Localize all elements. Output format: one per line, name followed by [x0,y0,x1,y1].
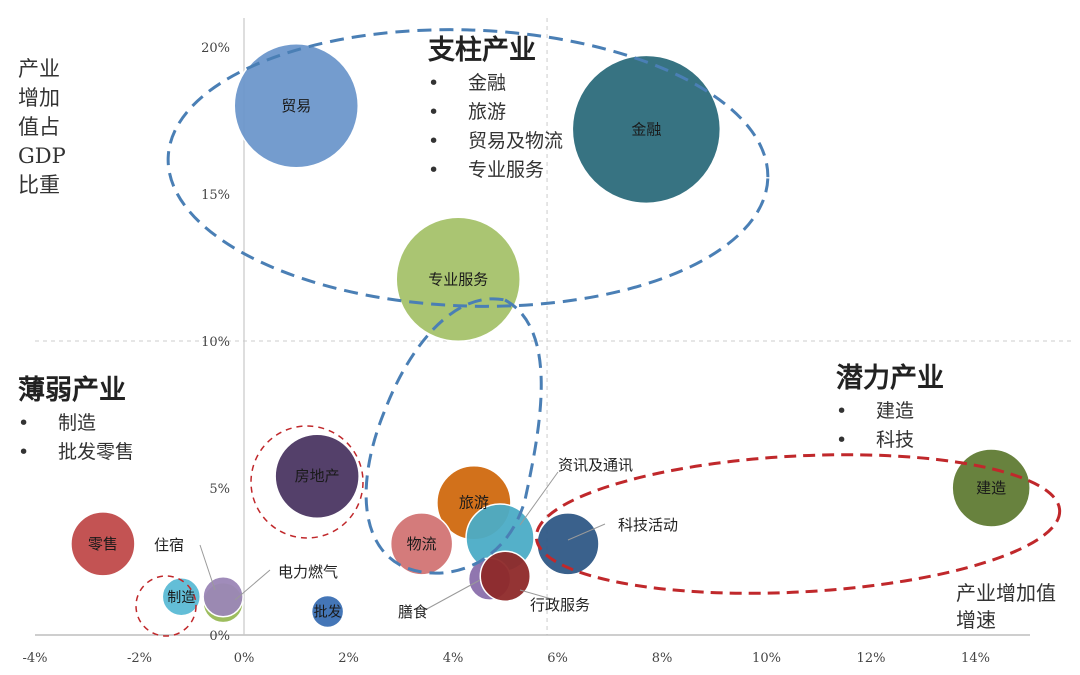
y-axis-title: 产业增加值占GDP比重 [18,57,66,197]
bubble [202,576,244,618]
group-title-potential: 潜力产业 [836,363,944,394]
callout-line [424,579,481,611]
bubble [310,594,345,629]
group-weak-industries: 薄弱产业 制造 批发零售 [18,368,134,467]
bubble [479,550,531,602]
group-item: 贸易及物流 [428,127,563,156]
x-tick-label: 12% [857,651,886,666]
potential-outline [534,453,1062,595]
x-tick-label: 6% [547,651,568,666]
y-tick-label: 15% [201,188,230,203]
y-tick-label: 10% [201,335,230,350]
x-tick-label: 10% [752,651,781,666]
callout-line [519,471,559,526]
callout-lines [199,471,606,611]
bubble-label: 物流 [407,535,437,553]
callout-line [519,589,556,601]
group-item: 科技 [836,426,944,455]
bubble [951,448,1031,528]
real-estate-outline [250,425,364,539]
callout-label: 科技活动 [618,516,678,534]
group-ellipses [135,28,1062,637]
group-item: 制造 [18,409,134,438]
bubble-label: 零售 [88,535,118,553]
bubbles [70,43,1031,629]
x-axis-title: 产业增加值增速 [956,581,1056,632]
group-item: 专业服务 [428,156,563,185]
x-tick-label: 0% [234,651,255,666]
y-tick-label: 20% [201,41,230,56]
bubble-label: 专业服务 [428,270,488,288]
bubble [70,511,136,577]
callout-line [234,569,271,601]
bubble-label: 制造 [167,590,195,606]
x-tick-label: 8% [652,651,673,666]
x-tick-label: -4% [22,651,47,666]
callout-line [567,523,606,541]
bubble-label: 旅游 [459,494,489,512]
manufacturing-outline [135,575,197,637]
group-item: 建造 [836,397,944,426]
y-tick-label: 5% [209,482,230,497]
bubble-labels: 贸易金融专业服务房地产旅游物流零售建造制造批发资讯及通讯科技活动行政服务膳食住宿… [88,97,1006,621]
bubble-label: 贸易 [281,97,311,115]
callout-line [199,544,216,591]
x-tick-label: -2% [127,651,152,666]
bubble-label: 金融 [631,120,661,138]
x-tick-label: 4% [443,651,464,666]
group-item: 批发零售 [18,438,134,467]
group-pillar-industries: 支柱产业 金融 旅游 贸易及物流 专业服务 [428,28,563,185]
bubble [571,54,722,205]
bubble [274,433,360,519]
y-tick-label: 0% [209,629,230,644]
bubble [389,512,454,576]
group-title-pillar: 支柱产业 [428,35,536,66]
x-tick-label: 2% [338,651,359,666]
group-potential-industries: 潜力产业 建造 科技 [836,356,944,455]
group-item: 旅游 [428,98,563,127]
callout-label: 住宿 [154,536,184,554]
callout-label: 电力燃气 [278,563,338,581]
callout-label: 资讯及通讯 [558,456,633,474]
bubble [161,577,202,617]
bubble-label: 批发 [314,604,342,620]
pillar-extension-outline [364,297,543,575]
bubble-label: 建造 [976,479,1006,497]
callout-label: 膳食 [398,603,428,621]
pillar-outline [166,28,770,308]
group-item: 金融 [428,69,563,98]
bubble [395,216,521,343]
bubble-label: 房地产 [295,467,340,485]
callout-label: 行政服务 [530,596,590,614]
bubble [233,43,359,169]
x-tick-label: 14% [961,651,990,666]
bubble [536,512,600,576]
axes: -4% -2% 0% 2% 4% 6% 8% 10% 12% 14% 0% 5% 10% 15% 20% [22,18,1030,666]
group-title-weak: 薄弱产业 [18,375,126,406]
